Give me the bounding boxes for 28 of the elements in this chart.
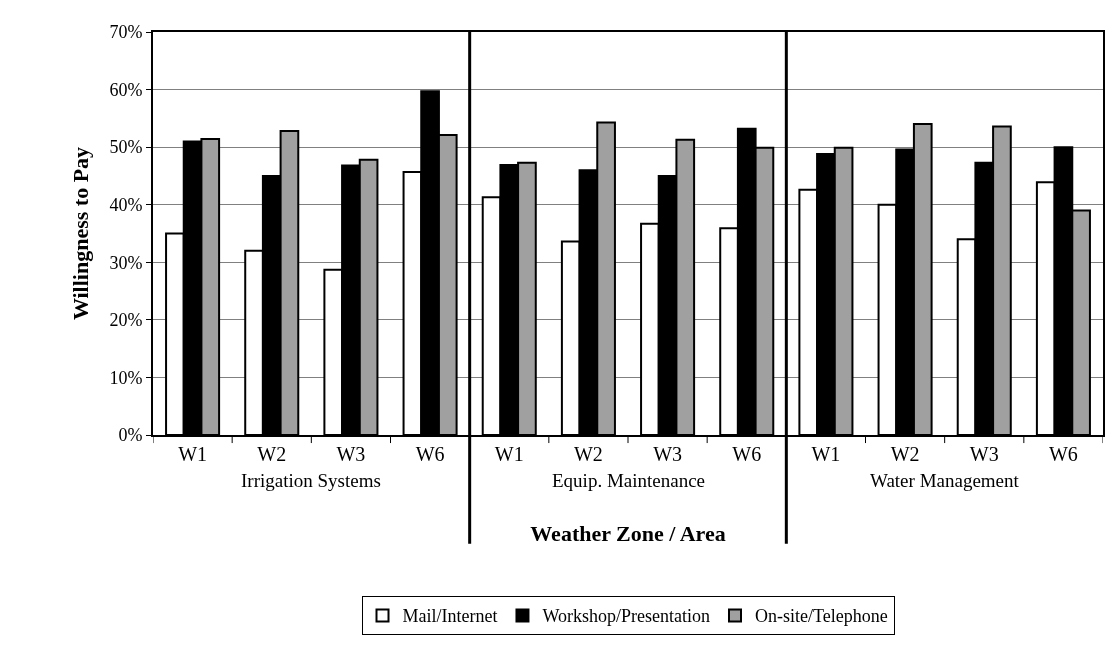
- y-tick-label: 40%: [109, 195, 143, 216]
- x-tick-label: W1: [178, 443, 208, 465]
- text: Irrigation Systems: [241, 470, 381, 491]
- legend-label: On-site/Telephone: [755, 606, 888, 627]
- legend-label: Mail/Internet: [402, 606, 498, 627]
- x-tick-label: W3: [336, 443, 366, 465]
- y-tick-label: 50%: [109, 137, 143, 158]
- y-tick-label: 0%: [118, 425, 143, 446]
- x-tick-label: W1: [494, 443, 524, 465]
- x-tick-label: W3: [653, 443, 683, 465]
- y-axis-title: Willingness to Pay: [67, 146, 93, 321]
- legend-label: Workshop/Presentation: [542, 606, 710, 627]
- x-tick-label: W2: [890, 443, 920, 465]
- x-tick-label: W2: [573, 443, 603, 465]
- text: Water Management: [870, 470, 1020, 491]
- x-tick-label: W1: [811, 443, 841, 465]
- y-tick-label: 20%: [109, 310, 143, 331]
- x-tick-label: W3: [969, 443, 999, 465]
- x-tick-label: W6: [1048, 443, 1078, 465]
- y-tick-label: 70%: [109, 22, 143, 43]
- x-tick-label: W6: [415, 443, 445, 465]
- x-tick-label: W2: [257, 443, 287, 465]
- x-tick-label: W6: [732, 443, 762, 465]
- y-tick-label: 10%: [109, 367, 143, 388]
- x-axis-title: Weather Zone / Area: [530, 521, 726, 547]
- text: Equip. Maintenance: [552, 470, 706, 491]
- y-tick-label: 30%: [109, 252, 143, 273]
- y-tick-label: 60%: [109, 79, 143, 100]
